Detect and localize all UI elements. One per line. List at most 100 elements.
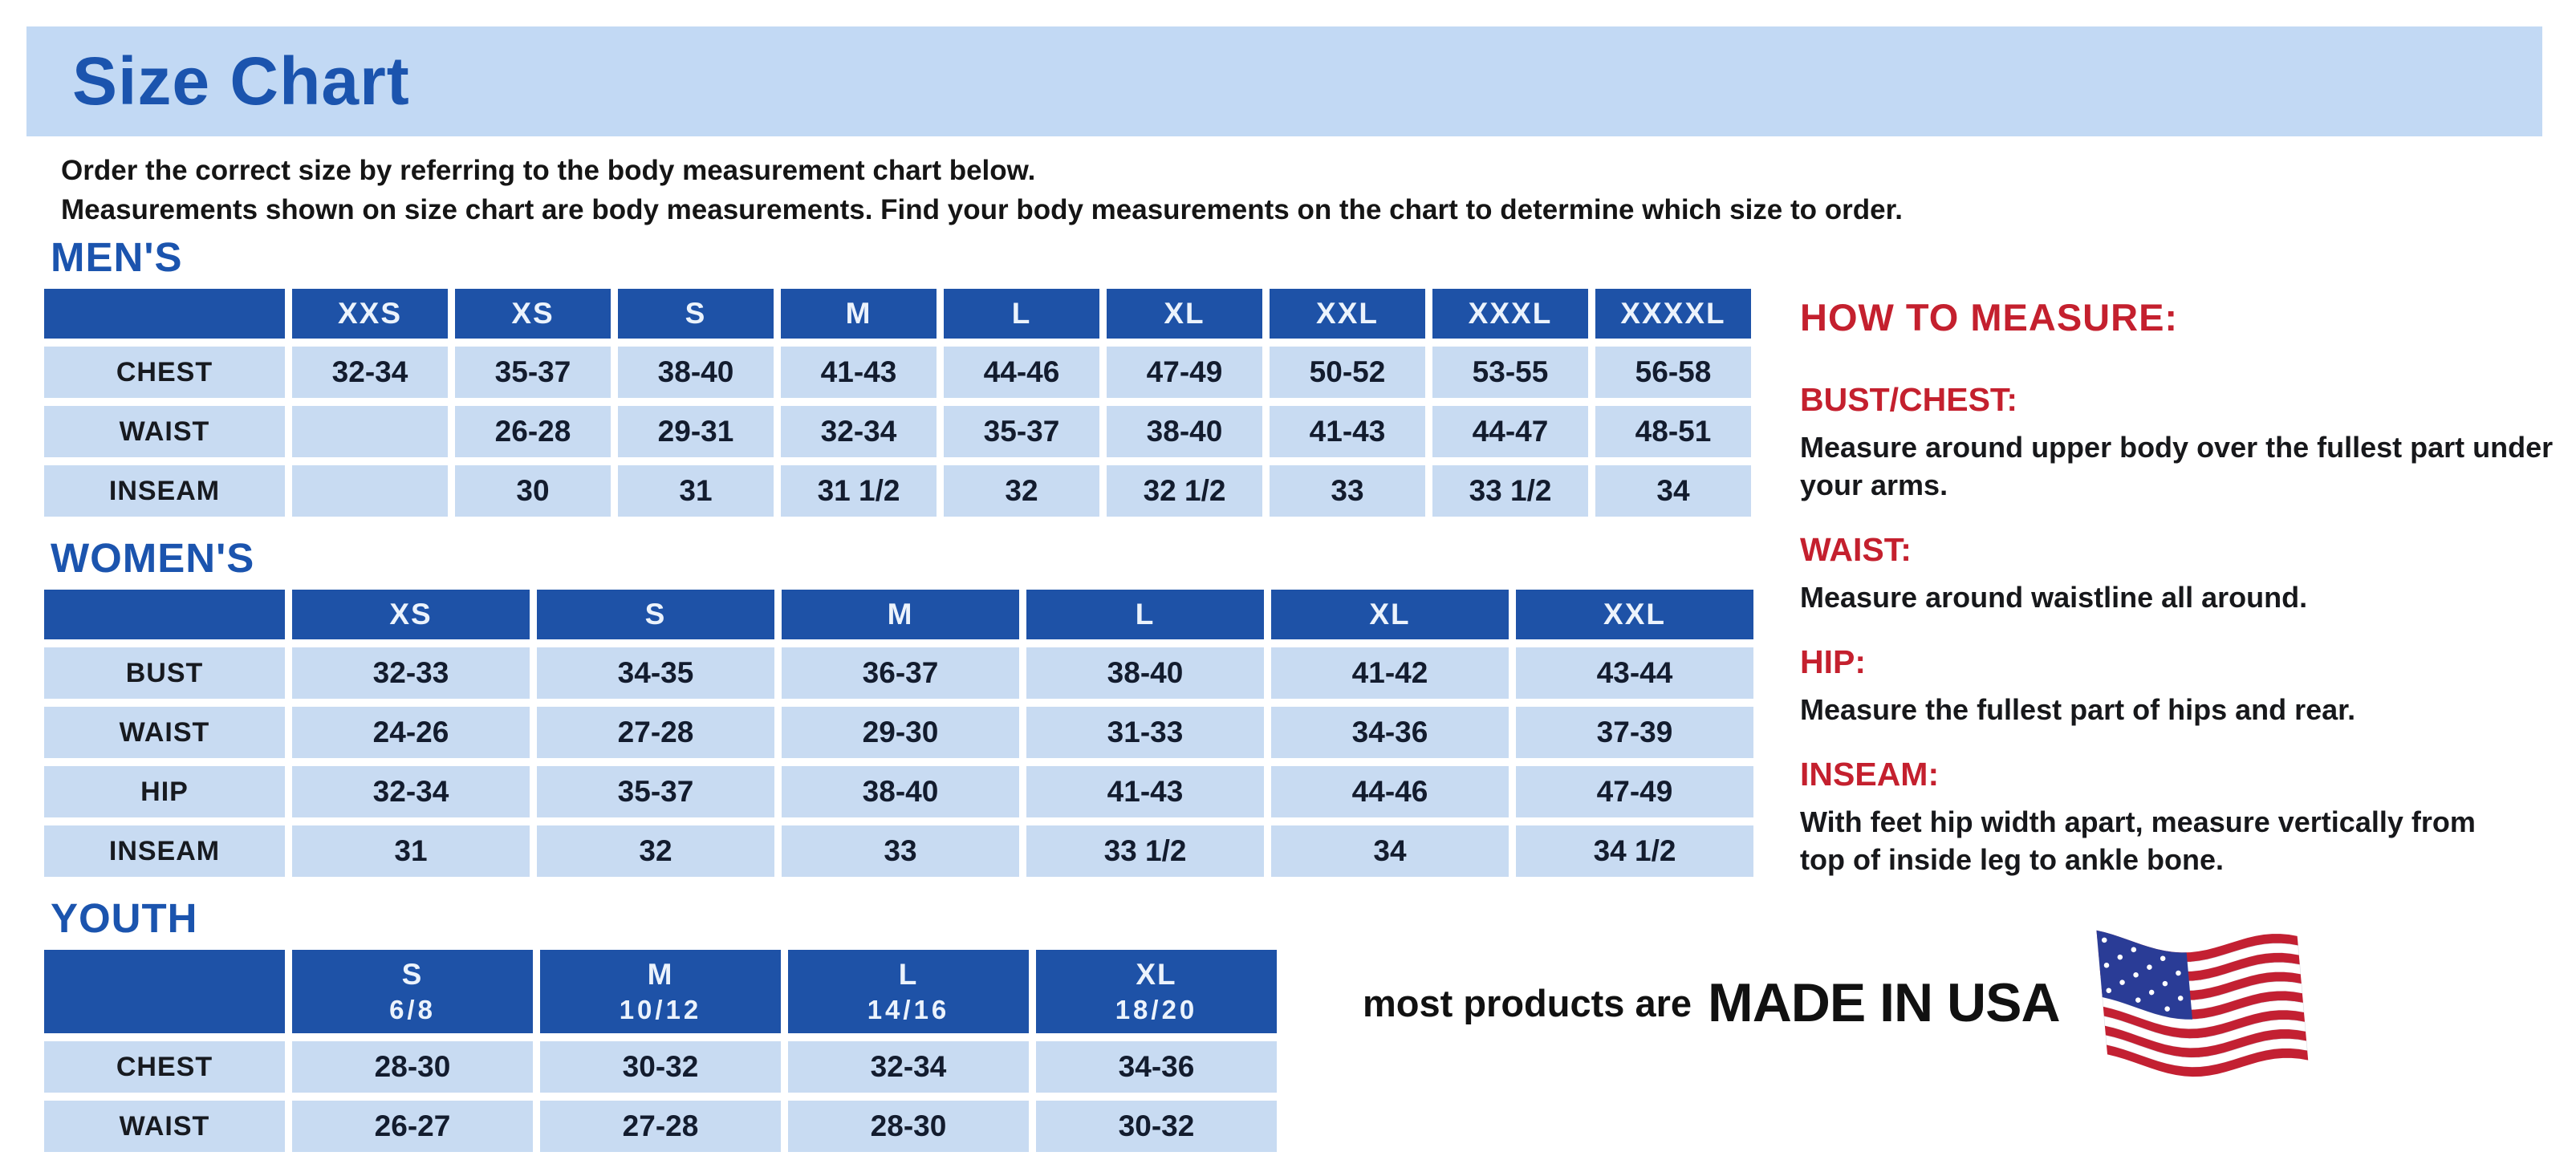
measure-text: With feet hip width apart, measure verti… — [1800, 805, 2476, 876]
row-label: HIP — [44, 766, 285, 817]
size-cell: 26-28 — [455, 406, 611, 457]
size-cell: 38-40 — [1107, 406, 1262, 457]
column-header: S — [537, 590, 774, 639]
mens-size-table: XXS XS S M L XL XXL XXXL XXXXL CHEST 32-34 35-37 38-… — [37, 281, 1758, 525]
column-size-label: XS — [511, 297, 555, 330]
measure-item-waist: WAIST: Measure around waistline all arou… — [1800, 531, 2570, 616]
size-cell: 36-37 — [782, 647, 1019, 699]
size-cell: 35-37 — [455, 347, 611, 398]
column-header: M — [781, 289, 937, 339]
column-header: XXXL — [1432, 289, 1588, 339]
column-range-label: 10/12 — [619, 995, 702, 1024]
size-cell: 28-30 — [292, 1041, 533, 1093]
column-header: M — [782, 590, 1019, 639]
size-cell: 30 — [455, 465, 611, 517]
row-label: WAIST — [44, 406, 285, 457]
size-cell — [292, 465, 448, 517]
intro-text: Order the correct size by referring to t… — [61, 151, 1903, 229]
size-cell: 37-39 — [1516, 707, 1753, 758]
page-title: Size Chart — [72, 43, 410, 119]
size-cell: 41-43 — [1026, 766, 1264, 817]
row-label: INSEAM — [44, 825, 285, 877]
size-cell: 31 1/2 — [781, 465, 937, 517]
column-size-label: XXXL — [1468, 297, 1553, 330]
header-row: XXS XS S M L XL XXL XXXL XXXXL — [44, 289, 1751, 339]
size-cell: 33 — [782, 825, 1019, 877]
size-cell: 32 — [944, 465, 1099, 517]
size-cell: 38-40 — [782, 766, 1019, 817]
size-cell: 48-51 — [1595, 406, 1751, 457]
column-header: S 6/8 — [292, 950, 533, 1033]
section-heading-mens: MEN'S — [51, 234, 183, 280]
column-size-label: S — [685, 297, 707, 330]
table-row: INSEAM 30 31 31 1/2 32 32 1/2 33 33 1/2 34 — [44, 465, 1751, 517]
size-cell: 34 — [1271, 825, 1509, 877]
size-cell — [292, 406, 448, 457]
column-size-label: XL — [1136, 958, 1177, 991]
made-in-usa-text: MADE IN USA — [1708, 972, 2061, 1033]
column-size-label: L — [898, 958, 919, 991]
size-cell: 33 1/2 — [1432, 465, 1588, 517]
size-cell: 29-30 — [782, 707, 1019, 758]
column-size-label: XXS — [337, 297, 403, 330]
made-in-usa-prefix: most products are — [1363, 981, 1692, 1024]
table-row: BUST 32-33 34-35 36-37 38-40 41-42 43-44 — [44, 647, 1753, 699]
size-cell: 41-43 — [1270, 406, 1425, 457]
row-label: WAIST — [44, 707, 285, 758]
corner-cell — [44, 289, 285, 339]
column-size-label: L — [1135, 598, 1156, 631]
size-cell: 44-47 — [1432, 406, 1588, 457]
usa-flag-icon — [2090, 918, 2323, 1088]
measure-item-hip: HIP: Measure the fullest part of hips an… — [1800, 643, 2570, 728]
column-size-label: L — [1011, 297, 1032, 330]
row-label: CHEST — [44, 1041, 285, 1093]
column-size-label: XXL — [1603, 598, 1666, 631]
column-range-label: 14/16 — [867, 995, 950, 1024]
size-cell: 33 1/2 — [1026, 825, 1264, 877]
measure-item-inseam: INSEAM: With feet hip width apart, measu… — [1800, 756, 2570, 878]
section-heading-womens: WOMEN'S — [51, 535, 255, 581]
column-size-label: XL — [1164, 297, 1205, 330]
size-cell: 32-34 — [788, 1041, 1029, 1093]
column-size-label: S — [644, 598, 667, 631]
size-cell: 35-37 — [944, 406, 1099, 457]
column-header: XS — [455, 289, 611, 339]
size-cell: 34-35 — [537, 647, 774, 699]
column-header: L — [1026, 590, 1264, 639]
size-cell: 56-58 — [1595, 347, 1751, 398]
size-cell: 35-37 — [537, 766, 774, 817]
measure-text: Measure around upper body over the fulle… — [1800, 431, 2554, 501]
size-cell: 31 — [618, 465, 774, 517]
size-cell: 30-32 — [1036, 1101, 1277, 1152]
section-heading-youth: YOUTH — [51, 895, 198, 941]
size-cell: 28-30 — [788, 1101, 1029, 1152]
size-cell: 41-42 — [1271, 647, 1509, 699]
column-header: XXL — [1270, 289, 1425, 339]
youth-size-table: S 6/8 M 10/12 L 14/16 XL 18/20 CHEST 28-30 30-32 32… — [37, 942, 1284, 1160]
column-size-label: M — [887, 598, 914, 631]
table-row: CHEST 32-34 35-37 38-40 41-43 44-46 47-49 50-52… — [44, 347, 1751, 398]
size-cell: 43-44 — [1516, 647, 1753, 699]
column-size-label: XS — [389, 598, 433, 631]
size-cell: 32-34 — [781, 406, 937, 457]
size-cell: 47-49 — [1107, 347, 1262, 398]
measure-label: INSEAM: — [1800, 756, 1940, 793]
size-cell: 34-36 — [1271, 707, 1509, 758]
column-header: XS — [292, 590, 530, 639]
how-to-measure-title: HOW TO MEASURE: — [1800, 296, 2179, 339]
measure-text: Measure the fullest part of hips and rea… — [1800, 693, 2356, 726]
size-cell: 31 — [292, 825, 530, 877]
womens-size-table: XS S M L XL XXL BUST 32-33 34-35 36-37 38-40 41-42 4… — [37, 582, 1761, 885]
size-cell: 27-28 — [537, 707, 774, 758]
table-row: INSEAM 31 32 33 33 1/2 34 34 1/2 — [44, 825, 1753, 877]
column-range-label: 6/8 — [389, 995, 436, 1024]
size-cell: 34-36 — [1036, 1041, 1277, 1093]
table-row: WAIST 24-26 27-28 29-30 31-33 34-36 37-39 — [44, 707, 1753, 758]
size-cell: 34 — [1595, 465, 1751, 517]
row-label: CHEST — [44, 347, 285, 398]
header-row: XS S M L XL XXL — [44, 590, 1753, 639]
table-row: WAIST 26-28 29-31 32-34 35-37 38-40 41-43 44-47… — [44, 406, 1751, 457]
size-tables-column: MEN'S XXS XS S M L XL XXL XXXL XXXXL CHEST 32-34 35… — [44, 235, 1761, 1160]
intro-line-1: Order the correct size by referring to t… — [61, 155, 1036, 186]
corner-cell — [44, 590, 285, 639]
